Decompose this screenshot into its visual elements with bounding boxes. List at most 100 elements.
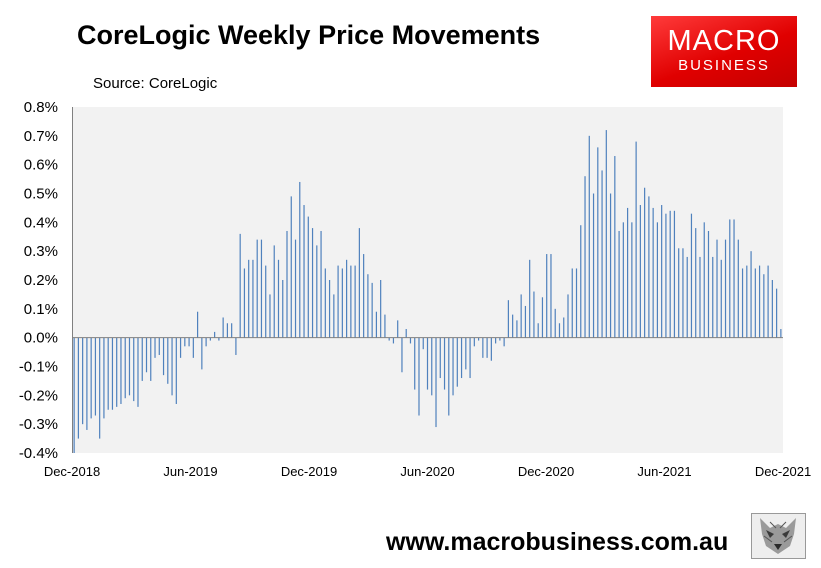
bar — [763, 274, 765, 338]
x-tick-label: Jun-2019 — [163, 464, 217, 479]
chart-source: Source: CoreLogic — [93, 75, 218, 92]
bar — [188, 337, 190, 347]
x-tick-label: Dec-2020 — [518, 464, 574, 479]
logo-line-2: BUSINESS — [678, 57, 770, 74]
bar — [311, 228, 314, 338]
bar — [771, 280, 773, 338]
bars-group — [73, 130, 782, 453]
bar — [495, 337, 497, 344]
bar — [737, 239, 739, 338]
bar — [141, 337, 143, 381]
bar — [328, 280, 331, 338]
bar — [341, 268, 343, 338]
bar — [260, 239, 263, 338]
bar — [486, 337, 488, 358]
bar — [703, 222, 705, 338]
bar — [150, 337, 152, 381]
bar — [354, 265, 356, 338]
y-tick-labels: -0.4% -0.3% -0.2% -0.1% 0.0% 0.1% 0.2% 0.3% 0.4%… — [19, 99, 58, 462]
y-tick-label: 0.3% — [24, 243, 58, 260]
bar — [350, 265, 352, 338]
bar — [746, 265, 748, 338]
bar — [580, 225, 582, 338]
bar — [537, 323, 539, 338]
chart-title: CoreLogic Weekly Price Movements — [77, 20, 541, 50]
bar — [205, 337, 207, 347]
bar — [443, 337, 446, 390]
y-tick-label: 0.6% — [24, 157, 58, 174]
bar — [609, 193, 612, 338]
bar — [307, 216, 309, 338]
bar — [512, 314, 514, 338]
bar — [652, 207, 654, 338]
bar — [107, 337, 109, 410]
bar — [558, 323, 561, 338]
bar — [418, 337, 420, 416]
bar — [712, 256, 714, 338]
macrobusiness-logo: MACRO BUSINESS — [651, 16, 797, 87]
bar — [422, 337, 424, 350]
bar — [320, 230, 322, 338]
bar — [601, 170, 603, 338]
bar — [584, 176, 586, 338]
bar — [503, 337, 505, 347]
y-tick-label: 0.4% — [24, 214, 58, 231]
bar — [631, 222, 633, 338]
bar — [290, 196, 292, 338]
bar — [252, 259, 254, 338]
bar — [507, 300, 509, 338]
bar — [184, 337, 186, 347]
bar — [767, 265, 769, 338]
bar — [669, 210, 671, 338]
bar — [77, 337, 79, 439]
bar — [546, 254, 548, 338]
bar — [162, 337, 165, 376]
bar — [439, 337, 441, 379]
bar — [648, 196, 650, 338]
y-tick-label: 0.5% — [24, 186, 58, 203]
bar — [397, 320, 399, 338]
y-tick-label: 0.1% — [24, 301, 58, 318]
bar — [622, 222, 624, 338]
fox-logo-icon — [751, 513, 806, 559]
bar — [482, 337, 484, 358]
bar — [324, 268, 326, 338]
bar — [197, 311, 199, 338]
bar — [133, 337, 135, 402]
bar — [99, 337, 101, 439]
bar — [690, 213, 693, 338]
bar — [222, 317, 224, 338]
bar — [405, 329, 407, 338]
bar — [145, 337, 148, 373]
bar — [627, 207, 629, 338]
bar — [780, 329, 782, 338]
bar — [469, 337, 471, 379]
bar — [460, 337, 463, 379]
bar — [639, 205, 641, 338]
x-tick-label: Dec-2018 — [44, 464, 100, 479]
bar — [367, 274, 369, 338]
y-tick-label: -0.4% — [19, 445, 58, 462]
bar — [388, 337, 390, 341]
y-tick-label: -0.1% — [19, 359, 58, 376]
bar — [605, 130, 607, 338]
bar — [426, 337, 429, 390]
bar — [303, 205, 305, 338]
bar — [73, 337, 75, 453]
bar — [286, 230, 288, 338]
bar — [707, 230, 710, 338]
bar — [226, 323, 228, 338]
bar — [94, 337, 97, 416]
bar — [533, 291, 535, 338]
y-tick-label: 0.8% — [24, 99, 58, 116]
bar — [175, 337, 177, 404]
bar — [273, 245, 275, 338]
bar — [431, 337, 433, 396]
bar — [414, 337, 416, 390]
x-tick-label: Dec-2021 — [755, 464, 811, 479]
bar — [750, 251, 752, 338]
bar — [218, 337, 220, 341]
bar — [516, 320, 518, 338]
bar — [588, 135, 590, 338]
